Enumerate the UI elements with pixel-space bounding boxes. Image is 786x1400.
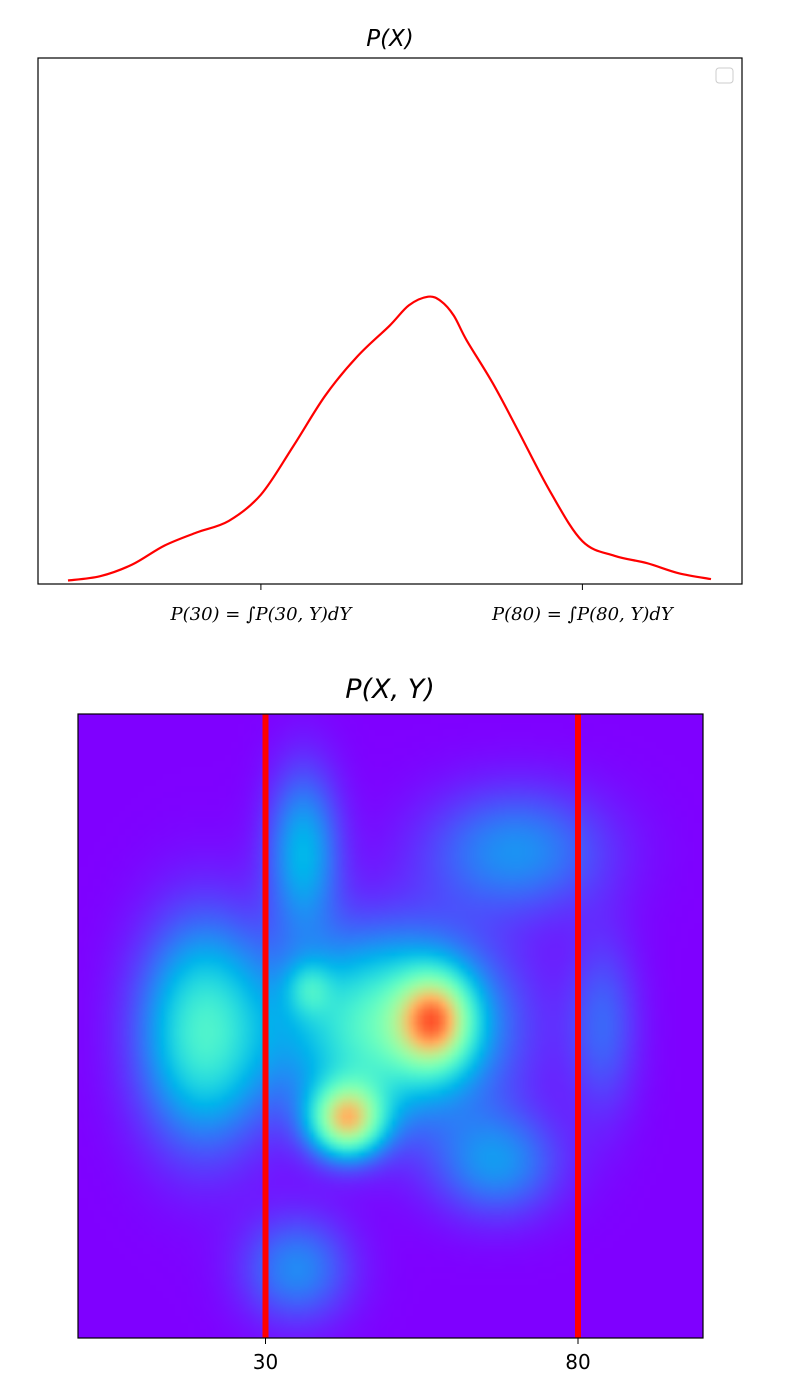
pxy-ticks: 30 80	[253, 1338, 591, 1374]
pxy-tick-label: 30	[253, 1350, 278, 1374]
pxy-frame	[77, 713, 704, 1339]
pxy-title: P(X, Y)	[345, 674, 435, 705]
pxy-heatmap	[78, 714, 703, 1338]
px-title: P(X)	[366, 26, 414, 52]
px-plot-area	[37, 57, 743, 585]
px-tick-label: P(80) = ∫P(80, Y)dY	[491, 604, 675, 625]
pxy-vlines	[262, 714, 581, 1338]
px-legend-box	[715, 67, 734, 84]
px-density-line	[67, 295, 712, 582]
px-ticks: P(30) = ∫P(30, Y)dY P(80) = ∫P(80, Y)dY	[170, 584, 675, 625]
pxy-tick-label: 80	[565, 1350, 590, 1374]
px-chart: P(X) P(30) = ∫P(30, Y)dY P(80) = ∫P(80, Y…	[37, 26, 743, 625]
pxy-chart: P(X, Y) 30 80	[77, 674, 704, 1374]
px-tick-label: P(30) = ∫P(30, Y)dY	[170, 604, 354, 625]
